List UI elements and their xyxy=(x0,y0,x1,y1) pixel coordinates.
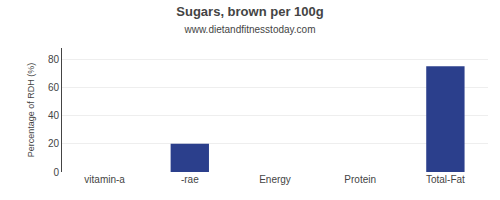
svg-text:60: 60 xyxy=(48,82,60,93)
svg-text:vitamin-a: vitamin-a xyxy=(84,174,125,185)
svg-text:-rae: -rae xyxy=(181,174,199,185)
svg-text:80: 80 xyxy=(48,54,60,65)
svg-text:40: 40 xyxy=(48,110,60,121)
svg-text:Total-Fat: Total-Fat xyxy=(426,174,465,185)
svg-text:Percentage of RDH (%): Percentage of RDH (%) xyxy=(26,63,36,158)
svg-text:Protein: Protein xyxy=(344,174,376,185)
svg-text:Sugars, brown per 100gwww.diet: Sugars, brown per 100gwww.dietandfitness… xyxy=(176,4,323,35)
svg-text:0: 0 xyxy=(53,167,59,178)
svg-text:20: 20 xyxy=(48,138,60,149)
svg-text:Energy: Energy xyxy=(259,174,291,185)
